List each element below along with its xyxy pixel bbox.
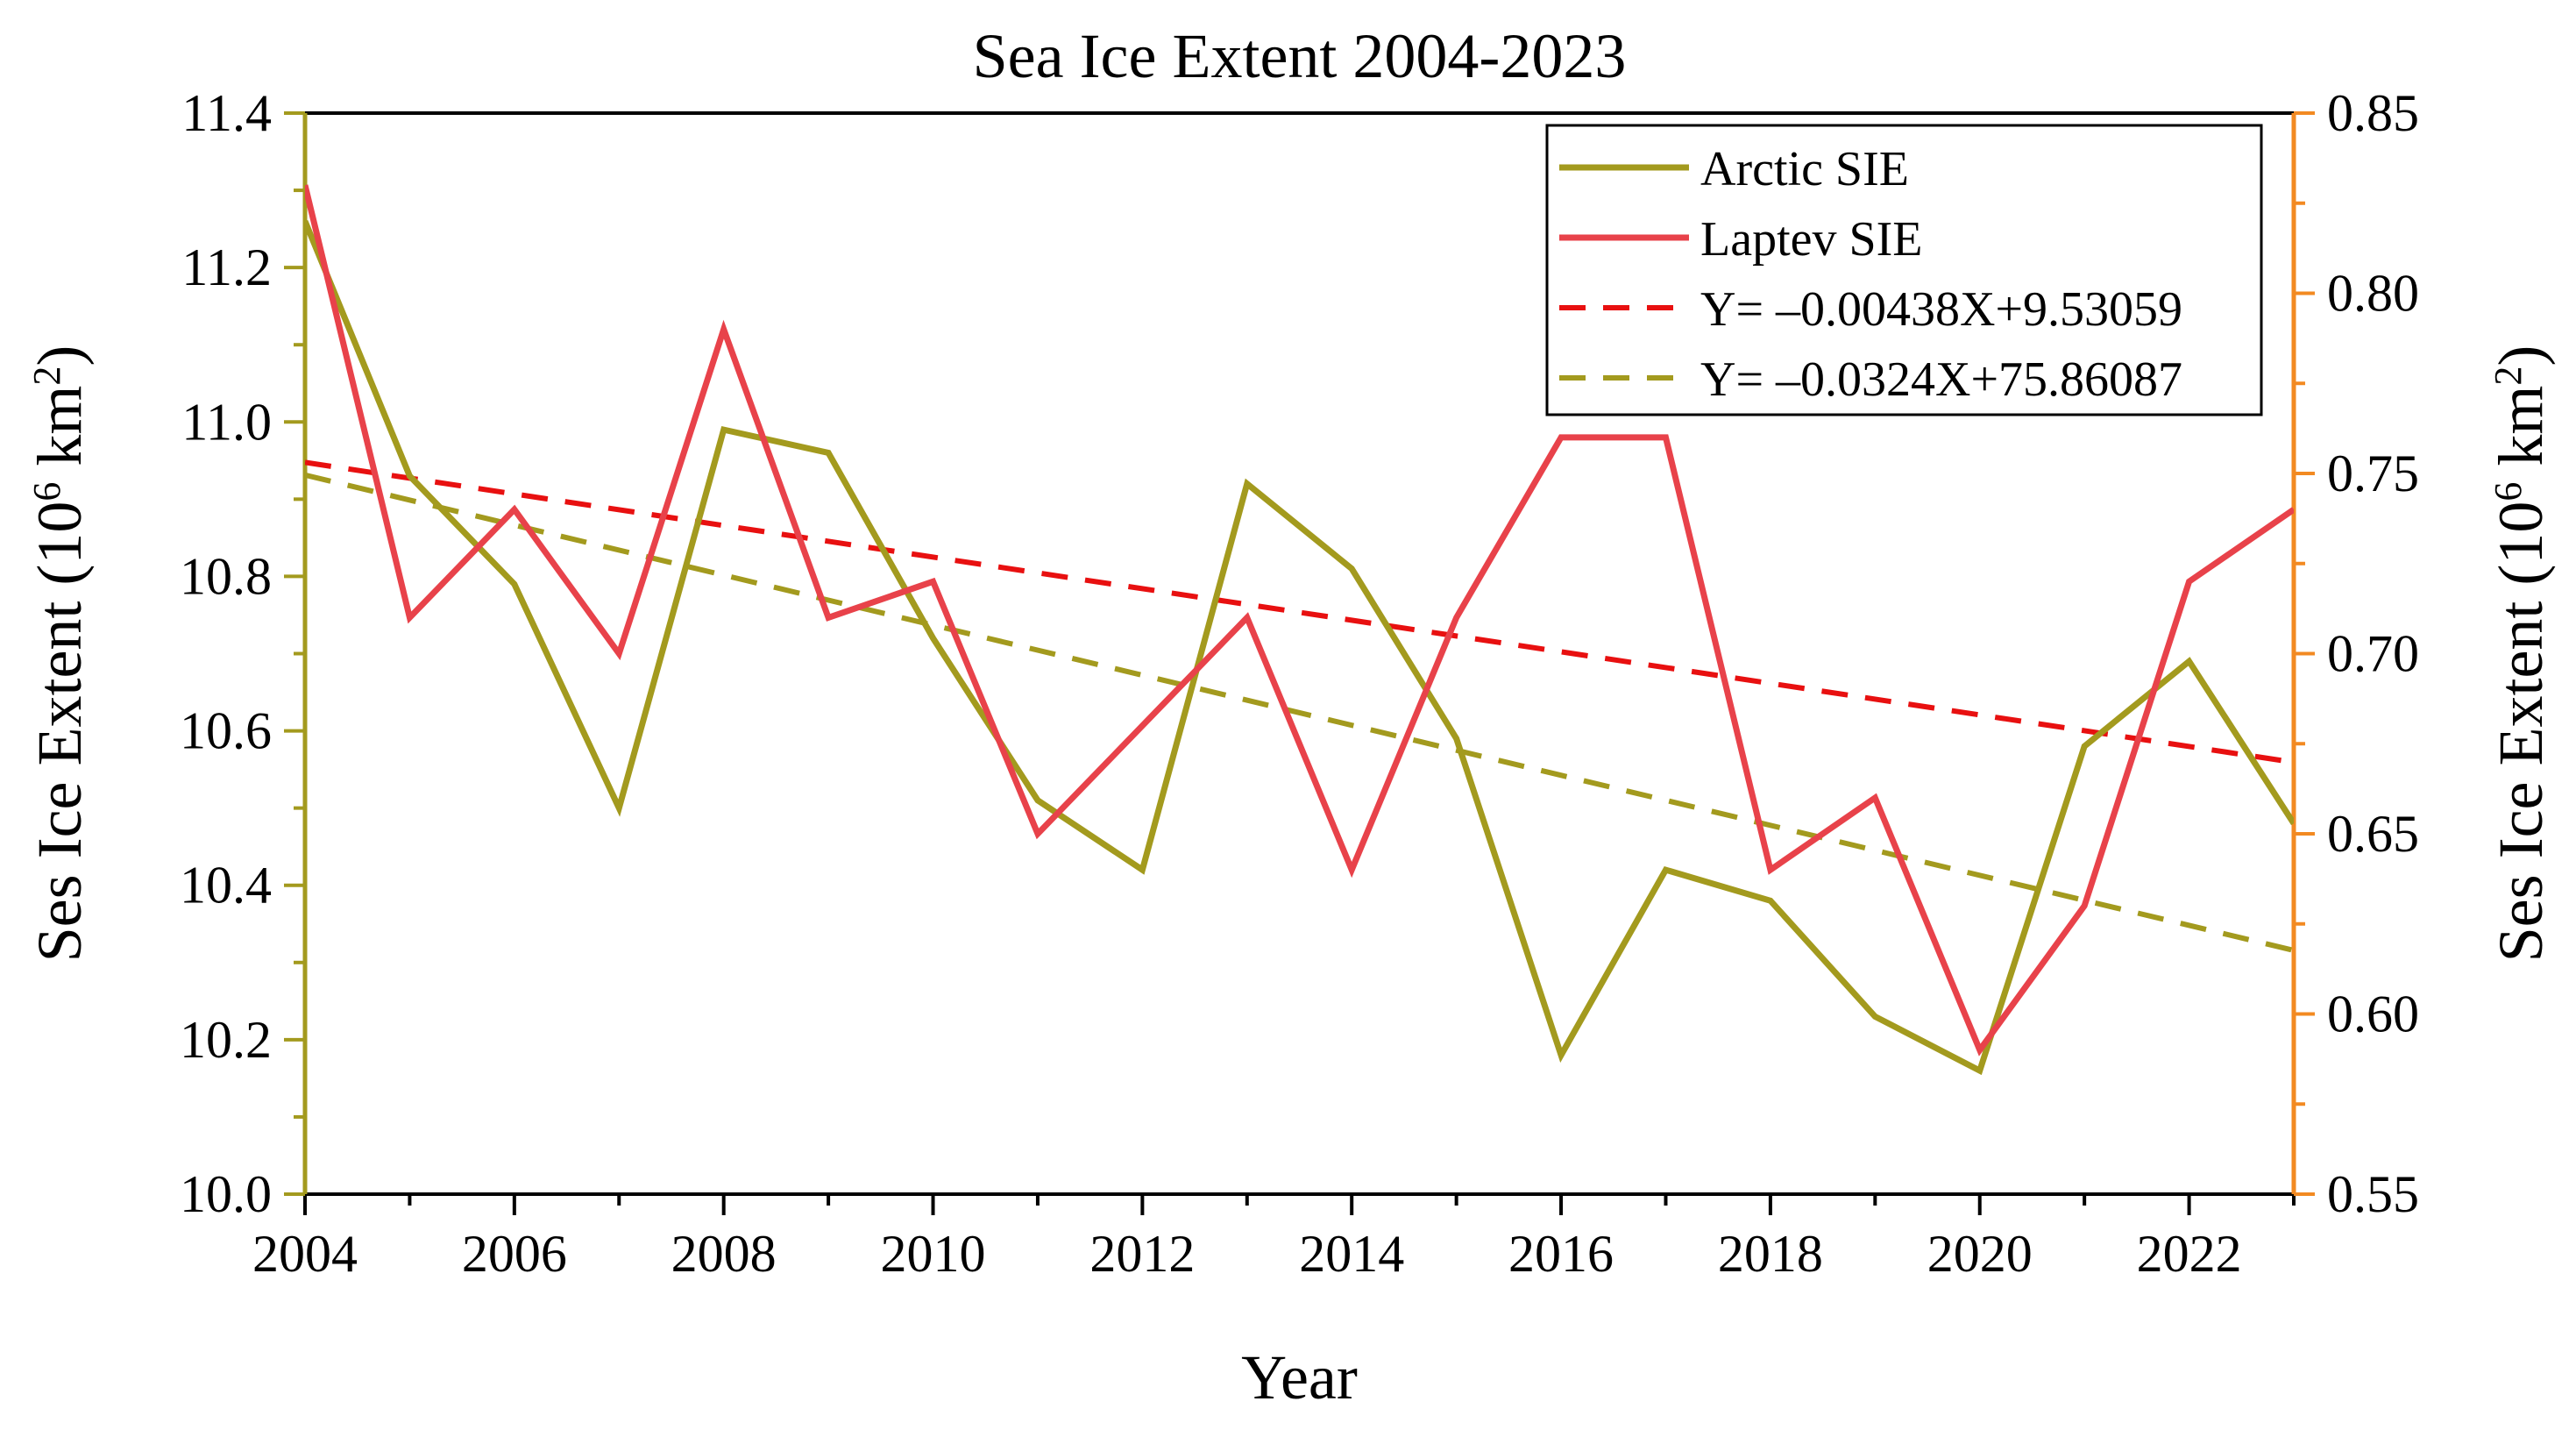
x-tick-label-2004: 2004 [252,1225,358,1283]
legend-item-arctic-fit-label: Y= –0.0324X+75.86087 [1700,352,2182,407]
left-y-tick-label-11.4: 11.4 [181,84,272,142]
x-tick-label-2006: 2006 [462,1225,567,1283]
left-y-tick-label-11.2: 11.2 [181,238,272,296]
legend-item-arctic-sie-label: Arctic SIE [1700,142,1909,196]
x-tick-label-2016: 2016 [1508,1225,1614,1283]
legend-box [1545,124,2263,416]
x-tick-label-2020: 2020 [1927,1225,2033,1283]
x-tick-label-2010: 2010 [881,1225,986,1283]
fit-line-arctic [305,472,2294,953]
right-y-tick-label-0.55: 0.55 [2327,1165,2419,1223]
labels-layer: Sea Ice Extent 2004-2023 Year Ses Ice Exte… [25,21,2556,1412]
left-y-tick-label-10.0: 10.0 [180,1165,272,1223]
fit-line-laptev [305,459,2294,765]
left-y-tick-label-11.0: 11.0 [181,393,272,451]
right-y-tick-label-0.65: 0.65 [2327,805,2419,863]
series-line-arctic-sie [305,219,2294,1076]
left-y-axis-title: Ses Ice Extent (106 km2) [25,345,95,963]
left-y-axis-title-superscript: 2 [25,366,68,386]
right-y-axis-title-text: Ses Ice Extent (10 [2486,502,2556,963]
series-line-laptev-sie [305,184,2294,1056]
x-tick-label-2022: 2022 [2137,1225,2242,1283]
legend-item-laptev-fit-label: Y= –0.00438X+9.53059 [1700,282,2182,337]
x-tick-label-2018: 2018 [1718,1225,1823,1283]
left-y-axis-title-text: ) [25,345,95,366]
x-tick-label-2008: 2008 [671,1225,777,1283]
data-layer [305,184,2294,1076]
x-tick-label-2014: 2014 [1299,1225,1404,1283]
chart-title: Sea Ice Extent 2004-2023 [973,21,1627,91]
right-y-axis-title: Ses Ice Extent (106 km2) [2486,345,2556,963]
legend: Arctic SIE Laptev SIE Y= –0.00438X+9.53059… [1545,124,2263,416]
left-y-axis-title-text: km [25,386,95,482]
left-y-tick-label-10.4: 10.4 [180,857,272,914]
left-y-tick-label-10.8: 10.8 [180,547,272,605]
right-y-axis-title-text: km [2486,386,2556,482]
right-y-axis-title-superscript: 6 [2487,482,2530,502]
x-axis-title: Year [1241,1342,1358,1412]
left-y-axis-title-superscript: 6 [25,482,68,502]
right-y-axis-title-superscript: 2 [2487,366,2530,386]
ticks-layer: 2004 2006 2008 2010 2012 2014 2016 2018 2020 2022… [180,84,2419,1283]
left-y-tick-label-10.6: 10.6 [180,702,272,760]
right-y-tick-label-0.85: 0.85 [2327,84,2419,142]
right-y-tick-label-0.70: 0.70 [2327,625,2419,683]
left-y-axis-title-text: Ses Ice Extent (10 [25,502,95,963]
right-y-tick-label-0.80: 0.80 [2327,265,2419,323]
right-y-tick-label-0.60: 0.60 [2327,985,2419,1043]
right-y-axis-title-text: ) [2486,345,2556,366]
legend-item-laptev-sie-label: Laptev SIE [1700,212,1922,267]
right-y-tick-label-0.75: 0.75 [2327,445,2419,502]
left-y-tick-label-10.2: 10.2 [180,1011,272,1069]
x-tick-label-2012: 2012 [1089,1225,1195,1283]
